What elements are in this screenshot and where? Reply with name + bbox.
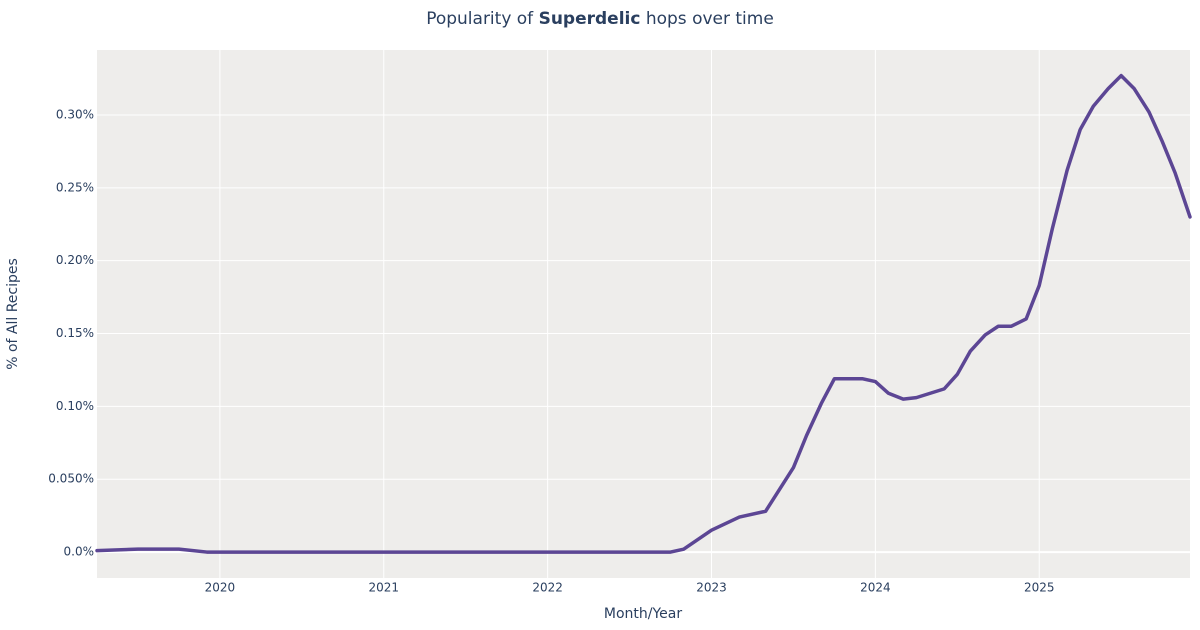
x-axis-title: Month/Year [604, 606, 682, 622]
plot-area [97, 50, 1190, 578]
y-tick-label: 0.0% [64, 545, 95, 559]
y-tick-label: 0.10% [56, 399, 94, 413]
marks [95, 73, 1192, 554]
x-tick-label: 2023 [696, 581, 727, 595]
x-tick-label: 2021 [368, 581, 399, 595]
x-tick-label: 2024 [860, 581, 891, 595]
grid [97, 50, 1190, 578]
title-part: Superdelic [539, 9, 641, 29]
y-tick-label: 0.25% [56, 180, 94, 194]
title-part: hops over time [640, 9, 773, 29]
y-tick-label: 0.15% [56, 326, 94, 340]
y-axis-title: % of All Recipes [5, 258, 21, 370]
chart-title: Popularity of Superdelic hops over time [426, 9, 774, 29]
title-part: Popularity of [426, 9, 538, 29]
x-tick-label: 2025 [1024, 581, 1055, 595]
y-tick-label: 0.30% [56, 107, 94, 121]
data-line [95, 73, 1192, 554]
y-tick-label: 0.20% [56, 253, 94, 267]
y-tick-label: 0.050% [48, 472, 94, 486]
x-tick-label: 2020 [205, 581, 236, 595]
x-tick-label: 2022 [532, 581, 563, 595]
